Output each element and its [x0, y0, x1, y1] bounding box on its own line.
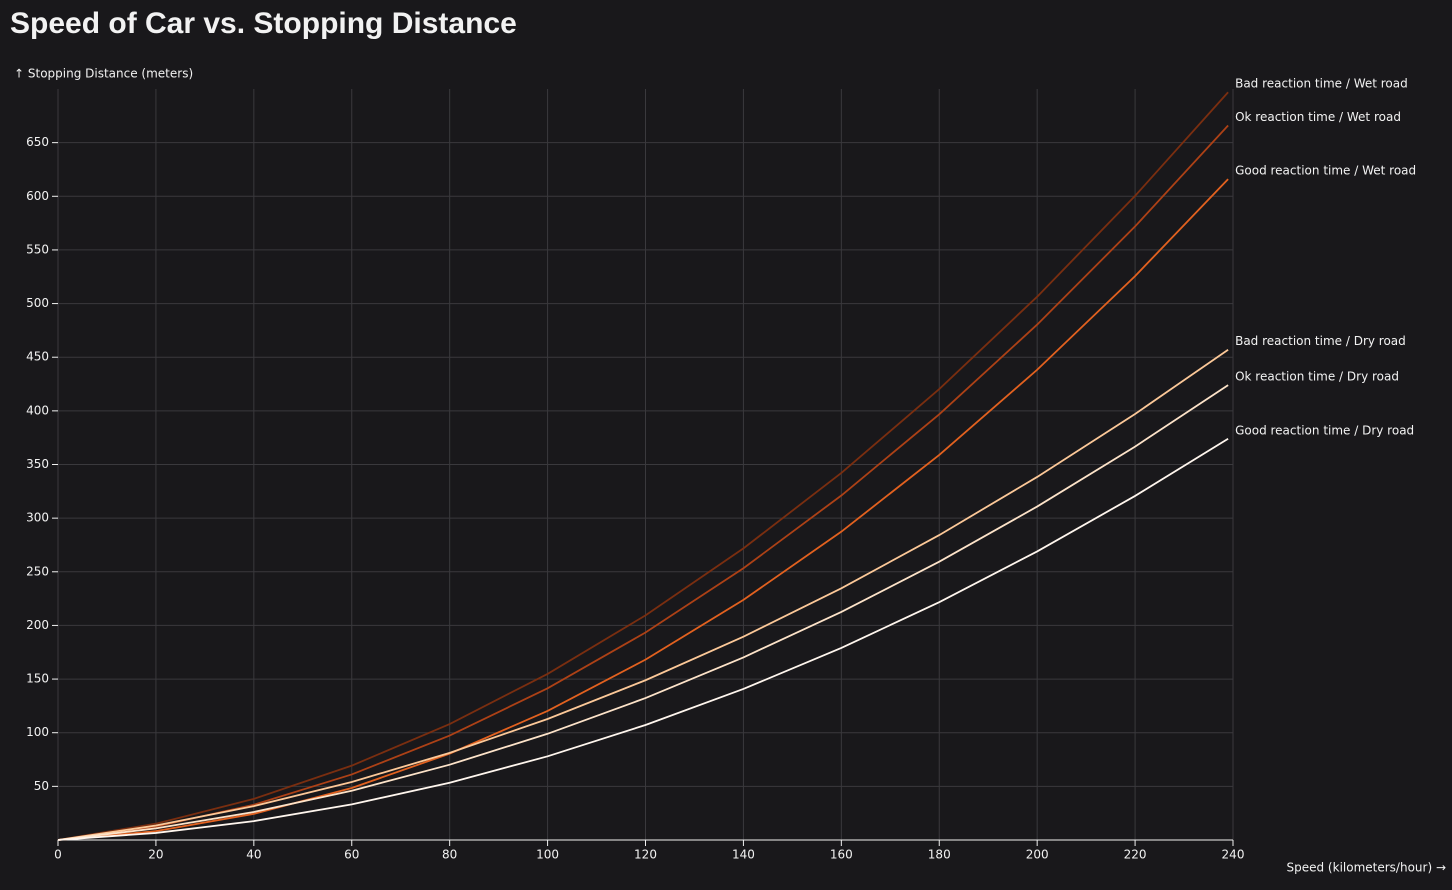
x-tick-label: 80: [442, 848, 457, 862]
y-tick-label: 550: [26, 242, 49, 256]
y-tick-label: 300: [26, 511, 49, 525]
x-tick-label: 120: [634, 848, 657, 862]
y-tick-label: 100: [26, 725, 49, 739]
y-tick-label: 350: [26, 457, 49, 471]
series-label: Bad reaction time / Wet road: [1235, 77, 1408, 91]
series-label: Ok reaction time / Dry road: [1235, 370, 1399, 384]
series-label: Good reaction time / Wet road: [1235, 164, 1416, 178]
series-label: Good reaction time / Dry road: [1235, 423, 1414, 437]
y-tick-label: 600: [26, 189, 49, 203]
series-line: [57, 348, 1229, 841]
y-tick-label: 250: [26, 564, 49, 578]
x-tick-label: 140: [732, 848, 755, 862]
series-line: [57, 178, 1229, 841]
series-line: [57, 91, 1229, 841]
y-tick-label: 150: [26, 672, 49, 686]
x-tick-label: 100: [536, 848, 559, 862]
x-tick-label: 220: [1124, 848, 1147, 862]
series-line: [57, 437, 1229, 841]
series-line: [57, 384, 1229, 841]
series-line: [57, 124, 1229, 841]
series-label: Ok reaction time / Wet road: [1235, 110, 1401, 124]
x-tick-label: 60: [344, 848, 359, 862]
y-tick-label: 200: [26, 618, 49, 632]
x-tick-label: 0: [54, 848, 62, 862]
y-axis-label: ↑ Stopping Distance (meters): [14, 67, 193, 81]
y-tick-label: 450: [26, 350, 49, 364]
x-tick-label: 40: [246, 848, 261, 862]
y-tick-label: 650: [26, 135, 49, 149]
x-tick-label: 200: [1026, 848, 1049, 862]
y-tick-label: 500: [26, 296, 49, 310]
x-axis-label: Speed (kilometers/hour) →: [1287, 861, 1447, 875]
y-tick-label: 400: [26, 403, 49, 417]
x-tick-label: 160: [830, 848, 853, 862]
series-label: Bad reaction time / Dry road: [1235, 334, 1406, 348]
y-tick-label: 50: [34, 779, 49, 793]
x-tick-label: 240: [1222, 848, 1245, 862]
chart-title: Speed of Car vs. Stopping Distance: [10, 7, 517, 40]
x-tick-label: 20: [148, 848, 163, 862]
x-tick-label: 180: [928, 848, 951, 862]
